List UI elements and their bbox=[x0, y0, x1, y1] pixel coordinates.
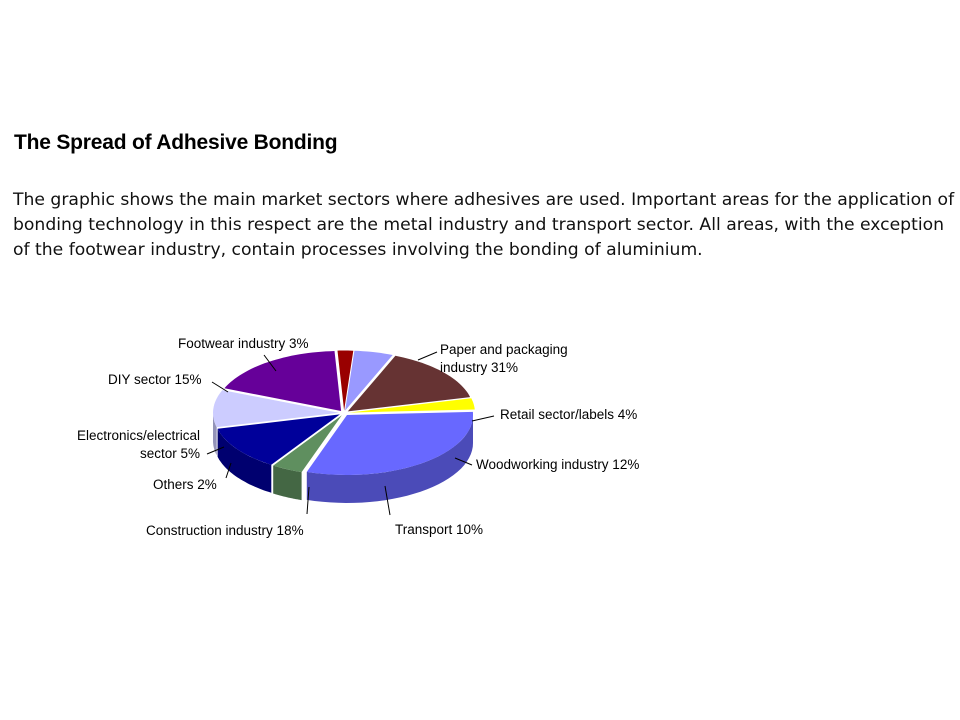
intro-paragraph: The graphic shows the main market sector… bbox=[13, 190, 955, 260]
pie-leaders bbox=[206, 351, 495, 516]
pie-slice-label: Woodworking industry 12% bbox=[476, 457, 639, 472]
pie-slice-label: Electronics/electrical sector 5% bbox=[77, 428, 200, 461]
pie-slice-label: Others 2% bbox=[153, 477, 217, 492]
pie-slice-label: Transport 10% bbox=[395, 522, 483, 537]
pie-slice-label: DIY sector 15% bbox=[108, 372, 202, 387]
pie-slice bbox=[273, 415, 342, 473]
pie-leader-line bbox=[454, 457, 473, 466]
pie-leader-line bbox=[211, 381, 229, 393]
pie-tops bbox=[213, 350, 475, 475]
pie-leader-line bbox=[263, 354, 277, 372]
pie-slice bbox=[217, 414, 340, 465]
pie-slice-label: Paper and packaging industry 31% bbox=[440, 342, 568, 375]
pie-slice bbox=[348, 398, 475, 413]
pie-slice-label: Construction industry 18% bbox=[146, 523, 304, 538]
pie-slice bbox=[345, 350, 393, 411]
pie-labels: Paper and packaging industry 31% Retail se… bbox=[77, 336, 639, 538]
pie-slice bbox=[306, 411, 473, 475]
pie-sides bbox=[213, 412, 473, 503]
pie-leader-line bbox=[384, 485, 391, 516]
pie-slice bbox=[337, 350, 354, 411]
pie-leader-line bbox=[206, 446, 225, 455]
pie-leader-line bbox=[417, 351, 438, 361]
pie-leader-line bbox=[225, 462, 232, 479]
pie-slice-side bbox=[273, 465, 302, 501]
pie-slice-side bbox=[217, 428, 272, 493]
pie-slice-label: Retail sector/labels 4% bbox=[500, 407, 637, 422]
page-title: The Spread of Adhesive Bonding bbox=[14, 131, 338, 154]
pie-slice-side bbox=[306, 415, 473, 503]
pie-leader-line bbox=[306, 486, 310, 515]
pie-slice bbox=[213, 390, 339, 428]
pie-slice bbox=[347, 355, 471, 412]
pie-slice-side bbox=[213, 412, 217, 456]
pie-slice bbox=[224, 351, 342, 411]
pie-leader-line bbox=[471, 415, 495, 422]
pie-slice-label: Footwear industry 3% bbox=[178, 336, 309, 351]
